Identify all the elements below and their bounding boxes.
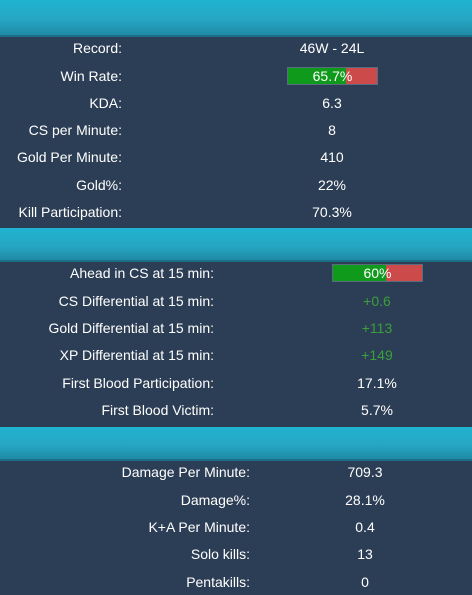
stat-row-solo-kills: Solo kills: 13 <box>0 545 472 563</box>
stat-value: 410 <box>320 149 344 165</box>
stat-value: 0.4 <box>355 519 375 535</box>
section-header-combat <box>0 427 472 461</box>
stat-label: Ahead in CS at 15 min: <box>70 265 214 281</box>
stat-value: 709.3 <box>347 464 383 480</box>
stat-label: Gold%: <box>76 177 122 193</box>
stat-value: 22% <box>317 177 347 193</box>
stat-row-record: Record: 46W - 24L <box>0 39 472 57</box>
section-header-early-game <box>0 228 472 262</box>
stat-value: +113 <box>361 320 393 336</box>
stat-value: 6.3 <box>322 95 342 111</box>
stat-label: Gold Differential at 15 min: <box>48 320 215 336</box>
stat-label: K+A Per Minute: <box>148 519 250 535</box>
stat-row-xp-diff: XP Differential at 15 min: +149 <box>0 346 472 364</box>
stat-row-kill-participation: Kill Participation: 70.3% <box>0 203 472 221</box>
stat-value: +149 <box>361 347 393 363</box>
win-rate-bar-fill <box>288 68 347 84</box>
stat-label: Pentakills: <box>186 574 250 590</box>
stat-row-gold-diff: Gold Differential at 15 min: +113 <box>0 319 472 337</box>
stat-row-damage-per-minute: Damage Per Minute: 709.3 <box>0 463 472 481</box>
stat-label: First Blood Victim: <box>101 402 214 418</box>
stat-value: +0.6 <box>363 293 391 309</box>
stat-label: CS Differential at 15 min: <box>58 293 214 309</box>
stat-label: CS per Minute: <box>28 122 122 138</box>
stat-row-ka-per-minute: K+A Per Minute: 0.4 <box>0 518 472 536</box>
stat-row-cs-per-minute: CS per Minute: 8 <box>0 121 472 139</box>
stat-label: Record: <box>72 40 122 56</box>
win-rate-value: 65.7% <box>312 68 353 84</box>
stat-label: XP Differential at 15 min: <box>59 347 214 363</box>
stat-value: 17.1% <box>357 375 397 391</box>
stat-row-win-rate: Win Rate: 65.7% <box>0 67 472 85</box>
stat-value: 0 <box>361 574 369 590</box>
stat-row-kda: KDA: 6.3 <box>0 94 472 112</box>
stat-row-damage-pct: Damage%: 28.1% <box>0 491 472 509</box>
stat-label: Win Rate: <box>60 68 122 84</box>
stat-value: 70.3% <box>312 204 352 220</box>
stat-row-first-blood-victim: First Blood Victim: 5.7% <box>0 401 472 419</box>
ahead-cs-bar: 60% <box>332 264 423 282</box>
stat-row-gold-pct: Gold%: 22% <box>0 176 472 194</box>
ahead-cs-value: 60% <box>363 265 392 281</box>
stat-label: Gold Per Minute: <box>16 149 122 165</box>
stat-value: 46W - 24L <box>299 40 365 56</box>
stat-value: 13 <box>357 546 373 562</box>
stat-value: 5.7% <box>361 402 393 418</box>
stat-label: KDA: <box>89 95 122 111</box>
stat-label: Damage Per Minute: <box>121 464 250 480</box>
stat-value: 28.1% <box>345 492 385 508</box>
stat-row-cs-diff: CS Differential at 15 min: +0.6 <box>0 292 472 310</box>
stat-label: Kill Participation: <box>18 204 123 220</box>
win-rate-bar: 65.7% <box>287 67 378 85</box>
stat-label: Damage%: <box>180 492 250 508</box>
section-header-general <box>0 0 472 37</box>
stat-value: 8 <box>328 122 336 138</box>
ahead-cs-bar-fill <box>333 265 387 281</box>
stat-row-gold-per-minute: Gold Per Minute: 410 <box>0 148 472 166</box>
stat-label: Solo kills: <box>190 546 250 562</box>
stat-row-pentakills: Pentakills: 0 <box>0 573 472 591</box>
stat-row-first-blood-participation: First Blood Participation: 17.1% <box>0 374 472 392</box>
stat-row-ahead-cs: Ahead in CS at 15 min: 60% <box>0 264 472 282</box>
stat-label: First Blood Participation: <box>62 375 214 391</box>
